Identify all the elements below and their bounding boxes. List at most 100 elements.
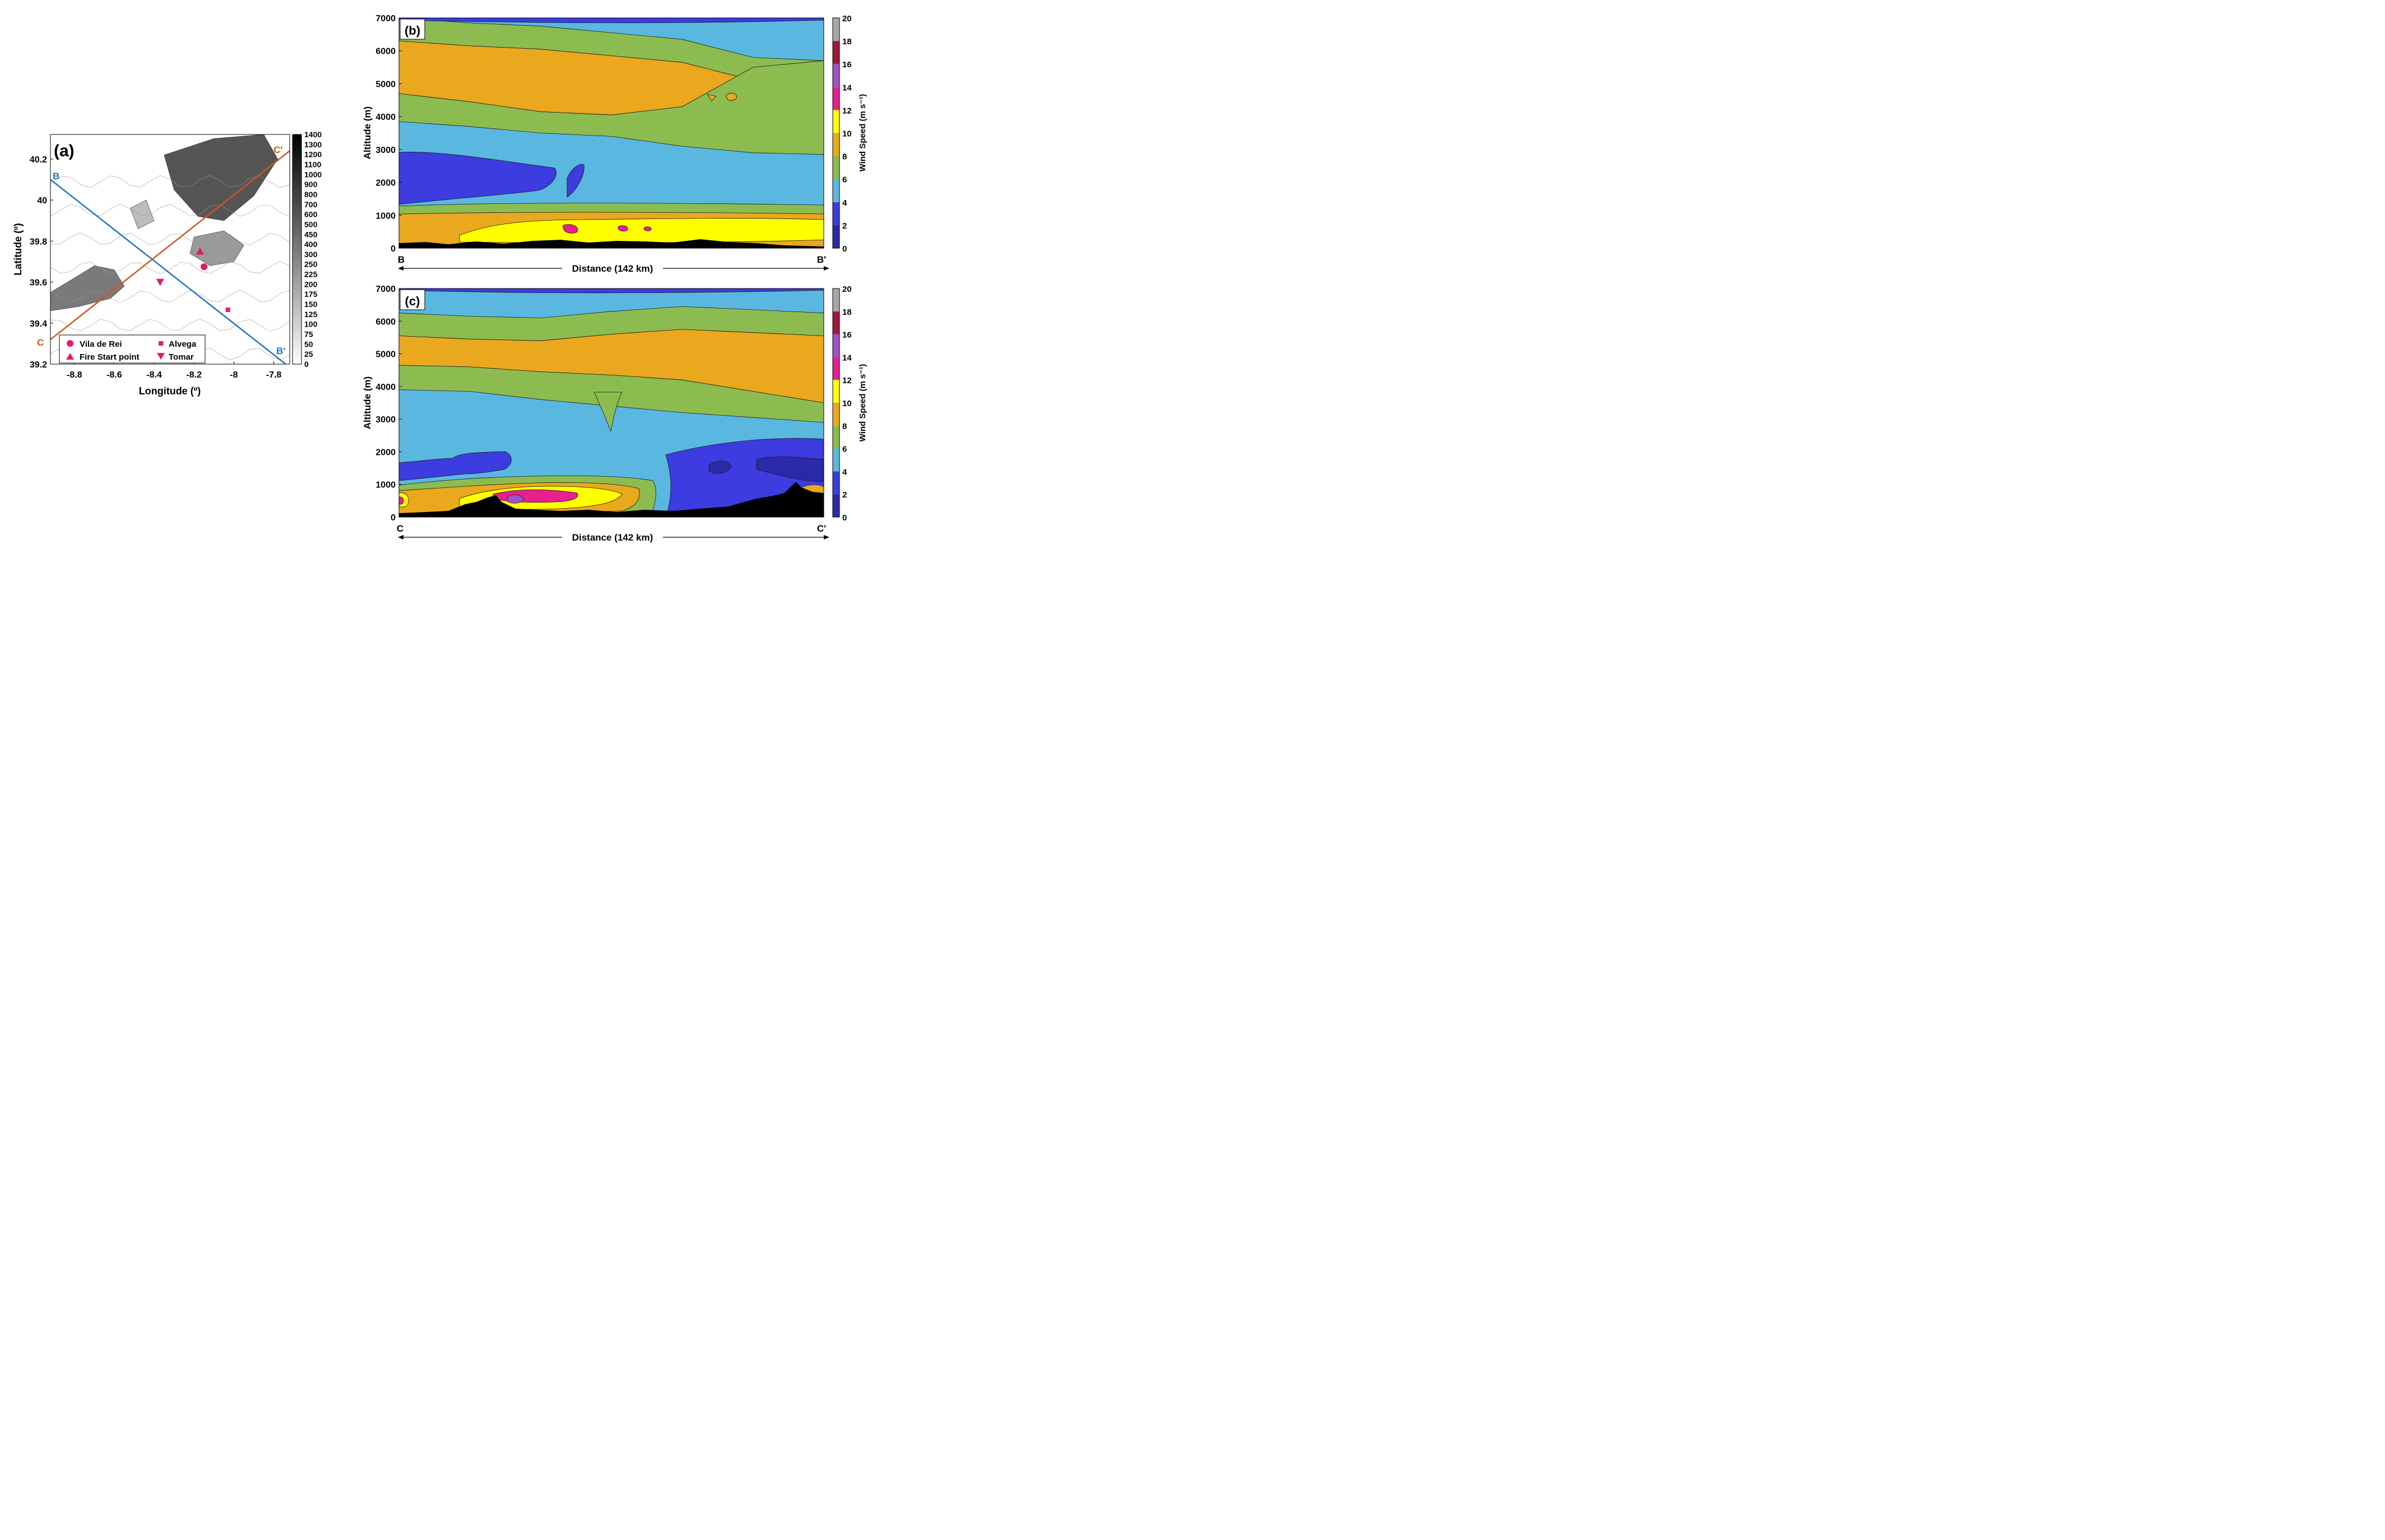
y-tick-label: 1000 [375, 211, 396, 221]
y-tick-label: 4000 [375, 113, 396, 122]
very-low-wind-c-2 [756, 456, 824, 482]
panel-b: (b) 0 1000 2000 3000 4000 5000 6000 7000 Altitu… [362, 14, 867, 274]
colorbar-a-tick-label: 250 [304, 260, 318, 269]
colorbar-a-tick-label: 225 [304, 270, 318, 279]
low-wind-pocket-b-2 [567, 164, 584, 198]
colorbar-a-tick-label: 0 [304, 360, 309, 369]
colorbar-tick-label: 0 [842, 244, 847, 254]
legend-triangle-up-marker [66, 353, 74, 360]
colorbar-segment [833, 156, 839, 179]
section-c-end-label: C' [273, 145, 282, 155]
colorbar-a-tick-label: 300 [304, 250, 318, 259]
terrain-patch [164, 134, 278, 221]
colorbar-a-tick-label: 400 [304, 240, 318, 249]
panel-label-b-box [400, 18, 425, 40]
y-tick-label: 5000 [375, 350, 396, 360]
y-tick-label: 0 [391, 513, 396, 523]
wind-features-c [399, 289, 824, 517]
colorbar-segment [833, 202, 839, 225]
x-tick-label-a: -8.6 [106, 370, 122, 380]
panel-label-a: (a) [54, 142, 75, 160]
panel-label-b: (b) [405, 24, 420, 38]
colorbar-tick-label: 18 [842, 308, 852, 317]
section-line-b [50, 179, 286, 364]
section-b-start-label: B [53, 171, 59, 182]
colorbar-a-tick-label: 500 [304, 220, 318, 229]
contour-line [50, 319, 290, 332]
colorbar-tick-label: 14 [842, 83, 852, 92]
colorbar-tick-label: 6 [842, 175, 847, 185]
colorbar-tick-label: 2 [842, 490, 847, 500]
map-frame [50, 134, 290, 365]
panel-label-c-box [400, 289, 425, 310]
wind-features-b [399, 18, 824, 248]
legend-label-fire-start: Fire Start point [80, 352, 140, 362]
very-low-wind-c [708, 460, 732, 474]
colorbar-tick-label: 18 [842, 37, 852, 46]
terrain-b [399, 239, 824, 248]
marker-vila-de-rei [200, 263, 207, 271]
y-tick-label-a: 39.8 [30, 237, 47, 246]
y-tick-label-a: 39.4 [30, 319, 47, 329]
x-end-label-c: C' [817, 523, 826, 534]
x-tick-label-a: -8 [230, 370, 238, 380]
colorbar-a-tick-label: 125 [304, 310, 318, 319]
colorbar-segment [833, 448, 839, 472]
x-tick-label-a: -7.8 [266, 370, 282, 380]
colorbar-segment [833, 225, 839, 248]
legend-box [59, 334, 206, 364]
colorbar-tick-label: 4 [842, 467, 847, 477]
colorbar-segment [833, 425, 839, 449]
distance-arrow-c [398, 535, 829, 539]
legend-label-tomar: Tomar [169, 352, 194, 362]
colorbar-a-tick-label: 175 [304, 290, 318, 299]
y-tick-label-a: 40.2 [30, 155, 47, 165]
colorbar-a-tick-label: 25 [304, 350, 313, 359]
colorbar-tick-label: 16 [842, 331, 852, 340]
colorbar-tick-label: 16 [842, 60, 852, 69]
colorbar-a-tick-label: 100 [304, 320, 318, 329]
colorbar-tick-label: 10 [842, 129, 852, 139]
contour-line [50, 204, 290, 217]
map-legend: Vila de Rei Fire Start point Alvega Toma… [59, 334, 206, 364]
x-end-label-b: B' [817, 254, 826, 265]
x-tick-label-a: -8.8 [67, 370, 82, 380]
distance-arrow-b [398, 266, 829, 271]
jet-core-b [563, 224, 578, 234]
terrain-patch [189, 230, 244, 266]
colorbar-a-tick-label: 800 [304, 190, 318, 199]
colorbar-segment [833, 179, 839, 202]
colorbar-a: 1400130012001100100090080070060050045040… [292, 130, 322, 369]
y-axis-title-c: Altitude (m) [362, 376, 373, 429]
colorbar-segment [833, 87, 839, 110]
jet-fragment-b-2 [726, 92, 737, 101]
figure: (a) -8.8 -8.6 -8.4 -8.2 -8 -7.8 39.2 39.4 39.6 3… [12, 14, 867, 543]
y-tick-label: 1000 [375, 481, 396, 490]
band-green-lower [399, 60, 824, 155]
x-start-label-b: B [398, 254, 405, 265]
colorbar-a-tick-label: 900 [304, 180, 318, 189]
section-line-c [50, 150, 290, 341]
section-b-end-label: B' [276, 346, 285, 356]
y-tick-label: 5000 [375, 80, 396, 89]
colorbar-b-label: Wind Speed (m s⁻¹) [858, 94, 867, 172]
colorbar-segment [833, 311, 839, 334]
upper-low-wind-b [399, 18, 824, 24]
colorbar-a-tick-label: 450 [304, 230, 318, 239]
terrain-patch [50, 265, 125, 311]
colorbar-tick-label: 12 [842, 106, 852, 115]
colorbar-segment [833, 289, 839, 311]
colorbar-a-tick-label: 1200 [304, 150, 322, 159]
marker-fire-start-point [196, 247, 204, 255]
colorbar-tick-label: 6 [842, 445, 847, 454]
colorbar-segment [833, 380, 839, 403]
colorbar-a-tick-label: 700 [304, 200, 318, 209]
legend-triangle-down-marker [157, 353, 165, 360]
y-tick-label: 6000 [375, 317, 396, 327]
colorbar-tick-label: 10 [842, 399, 852, 408]
y-tick-label: 3000 [375, 415, 396, 425]
contour-line [50, 261, 290, 274]
colorbar-tick-label: 4 [842, 198, 847, 208]
upper-low-wind-c [399, 289, 824, 294]
